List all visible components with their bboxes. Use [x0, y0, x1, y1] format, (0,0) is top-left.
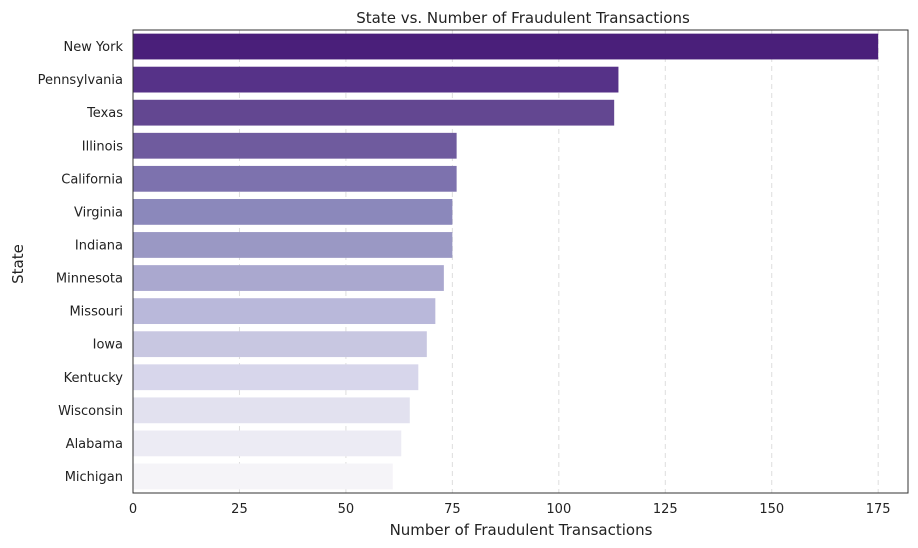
- y-tick-label: Texas: [86, 106, 123, 121]
- bars: [133, 33, 879, 490]
- y-tick-label: Iowa: [93, 338, 123, 353]
- y-axis-label: State: [9, 244, 27, 284]
- bar: [133, 430, 402, 457]
- bar: [133, 198, 453, 225]
- x-tick-label: 25: [231, 502, 248, 517]
- x-axis-label: Number of Fraudulent Transactions: [390, 521, 653, 539]
- x-tick-label: 175: [866, 502, 891, 517]
- bar: [133, 99, 615, 126]
- x-tick-label: 150: [759, 502, 784, 517]
- y-tick-label: Alabama: [66, 437, 123, 452]
- y-tick-label: Missouri: [69, 305, 123, 320]
- y-tick-label: Pennsylvania: [38, 73, 123, 88]
- y-tick-label: Indiana: [75, 238, 123, 253]
- x-tick-label: 125: [653, 502, 678, 517]
- x-tick-label: 75: [444, 502, 461, 517]
- y-tick-label: Kentucky: [64, 371, 124, 386]
- x-tick-labels: 0 25 50 75 100 125 150 175: [129, 502, 891, 517]
- plot-frame: [132, 29, 909, 494]
- bar: [133, 232, 453, 258]
- x-tick-label: 100: [546, 502, 571, 517]
- y-tick-label: Wisconsin: [58, 404, 123, 419]
- bar: [133, 132, 457, 159]
- bar: [133, 298, 436, 325]
- bar: [133, 265, 444, 291]
- bar: [133, 33, 879, 60]
- bar: [133, 397, 410, 424]
- y-tick-label: Virginia: [74, 205, 123, 220]
- y-tick-label: Minnesota: [56, 272, 123, 287]
- y-tick-label: New York: [63, 40, 123, 55]
- x-tick-label: 50: [338, 502, 355, 517]
- bar: [133, 463, 393, 490]
- bar: [133, 331, 427, 358]
- bar: [133, 165, 457, 192]
- y-tick-label: Michigan: [65, 470, 123, 485]
- y-tick-labels: New York Pennsylvania Texas Illinois Califor…: [38, 40, 124, 485]
- bar: [133, 364, 419, 391]
- x-tick-label: 0: [129, 502, 137, 517]
- grid: [238, 30, 879, 493]
- y-tick-label: California: [61, 172, 123, 187]
- chart-title: State vs. Number of Fraudulent Transacti…: [356, 9, 690, 27]
- bar: [133, 66, 619, 93]
- y-tick-label: Illinois: [82, 139, 123, 154]
